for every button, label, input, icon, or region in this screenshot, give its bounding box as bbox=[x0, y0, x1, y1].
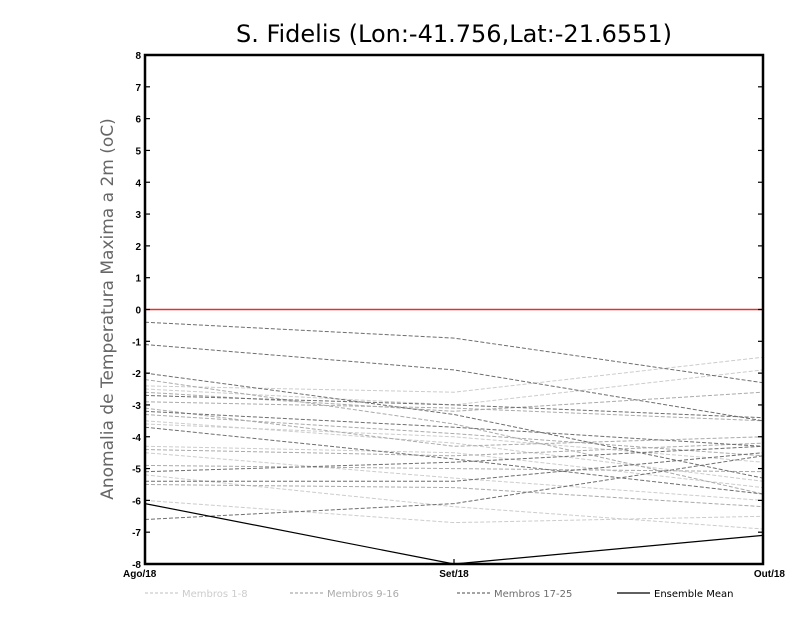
member-series-line-4 bbox=[144, 445, 764, 489]
y-tick-label: -5 bbox=[132, 465, 141, 476]
y-tick-label: 1 bbox=[135, 274, 141, 285]
y-tick-label: 3 bbox=[135, 210, 141, 221]
member-series-line-5 bbox=[144, 452, 764, 501]
member-series-line-17 bbox=[144, 321, 764, 384]
y-tick-label: -4 bbox=[132, 433, 141, 444]
y-tick-label: -1 bbox=[132, 337, 141, 348]
x-tick-label: Set/18 bbox=[439, 569, 469, 580]
member-series-line-10 bbox=[144, 401, 764, 422]
y-tick-label: -7 bbox=[132, 528, 141, 539]
y-tick-label: 0 bbox=[135, 306, 141, 317]
member-series-line-25 bbox=[144, 455, 764, 520]
member-series-line-24 bbox=[145, 452, 764, 482]
member-series-line-21 bbox=[144, 410, 764, 447]
y-tick-label: -8 bbox=[132, 560, 141, 571]
legend: Membros 1-8 Membros 9-16 Membros 17-25 Ense… bbox=[145, 589, 733, 600]
legend-label: Ensemble Mean bbox=[654, 589, 733, 600]
member-series-line-20 bbox=[144, 394, 764, 419]
member-series-line-12 bbox=[144, 442, 764, 457]
member-series-line-8 bbox=[144, 423, 764, 463]
y-tick-label: 2 bbox=[135, 242, 141, 253]
y-tick-label: 7 bbox=[135, 83, 141, 94]
member-series-line-22 bbox=[144, 426, 764, 495]
member-series-line-19 bbox=[144, 372, 764, 479]
legend-label: Membros 17-25 bbox=[494, 589, 572, 600]
ensemble-mean-line bbox=[144, 503, 764, 565]
member-series-line-14 bbox=[144, 484, 764, 508]
member-series-line-13 bbox=[144, 464, 764, 473]
member-series-line-16 bbox=[144, 407, 764, 447]
x-tick-label: Out/18 bbox=[754, 569, 786, 580]
y-tick-label: 5 bbox=[135, 146, 141, 157]
member-series-line-18 bbox=[144, 344, 764, 422]
member-series-line-1 bbox=[144, 356, 764, 393]
y-tick-label: 4 bbox=[135, 178, 141, 189]
legend-label: Membros 9-16 bbox=[327, 589, 399, 600]
chart-title: S. Fidelis (Lon:-41.756,Lat:-21.6551) bbox=[236, 20, 672, 48]
x-tick-label: Ago/18 bbox=[123, 569, 157, 580]
y-tick-label: -3 bbox=[132, 401, 141, 412]
member-series-line-11 bbox=[144, 414, 764, 457]
member-series-line-7 bbox=[144, 499, 764, 524]
y-tick-label: -6 bbox=[132, 496, 141, 507]
y-tick-label: 6 bbox=[135, 115, 141, 126]
y-axis-label: Anomalia de Temperatura Maxima a 2m (oC) bbox=[98, 118, 118, 500]
series-layer bbox=[144, 321, 764, 565]
y-tick-label: -2 bbox=[132, 369, 141, 380]
y-tick-label: 8 bbox=[135, 51, 141, 62]
member-series-line-23 bbox=[144, 445, 764, 473]
legend-label: Membros 1-8 bbox=[182, 589, 248, 600]
member-series-line-15 bbox=[144, 379, 764, 495]
